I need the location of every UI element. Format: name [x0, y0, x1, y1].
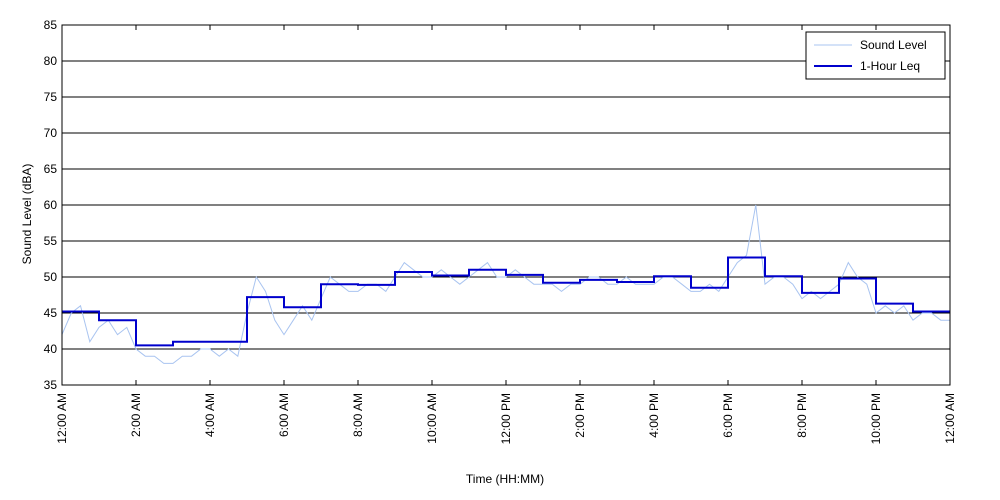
- x-tick-label: 6:00 PM: [721, 393, 735, 438]
- plot-frame: [61, 24, 951, 386]
- x-tick-label: 12:00 AM: [55, 393, 69, 444]
- x-axis-ticks: 12:00 AM 2:00 AM 4:00 AM 6:00 AM 8:00 AM 10:0…: [55, 25, 957, 444]
- y-tick-label: 75: [44, 90, 58, 104]
- y-tick-label: 80: [44, 54, 58, 68]
- x-axis-label: Time (HH:MM): [466, 472, 544, 486]
- series-1-hour-leq-line: [62, 256, 950, 347]
- y-tick-label: 55: [44, 234, 58, 248]
- legend-label: Sound Level: [860, 38, 927, 52]
- x-tick-label: 8:00 AM: [351, 393, 365, 437]
- y-tick-label: 60: [44, 198, 58, 212]
- x-tick-label: 12:00 PM: [499, 393, 513, 444]
- y-tick-label: 50: [44, 270, 58, 284]
- y-axis-label: Sound Level (dBA): [20, 164, 34, 265]
- y-tick-label: 65: [44, 162, 58, 176]
- y-tick-label: 40: [44, 342, 58, 356]
- y-tick-label: 85: [44, 18, 58, 32]
- x-tick-label: 8:00 PM: [795, 393, 809, 438]
- x-tick-label: 6:00 AM: [277, 393, 291, 437]
- x-tick-label: 2:00 PM: [573, 393, 587, 438]
- legend-box: [805, 31, 946, 80]
- y-tick-label: 35: [44, 378, 58, 392]
- y-axis-ticks: 35 40 45 50 55 60 65 70 75 80 85: [44, 18, 58, 392]
- x-tick-label: 4:00 PM: [647, 393, 661, 438]
- x-tick-label: 10:00 AM: [425, 393, 439, 444]
- x-tick-label: 2:00 AM: [129, 393, 143, 437]
- legend-label: 1-Hour Leq: [860, 59, 920, 73]
- x-tick-label: 12:00 AM: [943, 393, 957, 444]
- y-tick-label: 45: [44, 306, 58, 320]
- legend: Sound Level 1-Hour Leq: [805, 31, 946, 80]
- y-tick-label: 70: [44, 126, 58, 140]
- x-tick-label: 10:00 PM: [869, 393, 883, 444]
- series-group: [61, 204, 950, 364]
- x-tick-label: 4:00 AM: [203, 393, 217, 437]
- series-sound-level-line: [61, 204, 950, 364]
